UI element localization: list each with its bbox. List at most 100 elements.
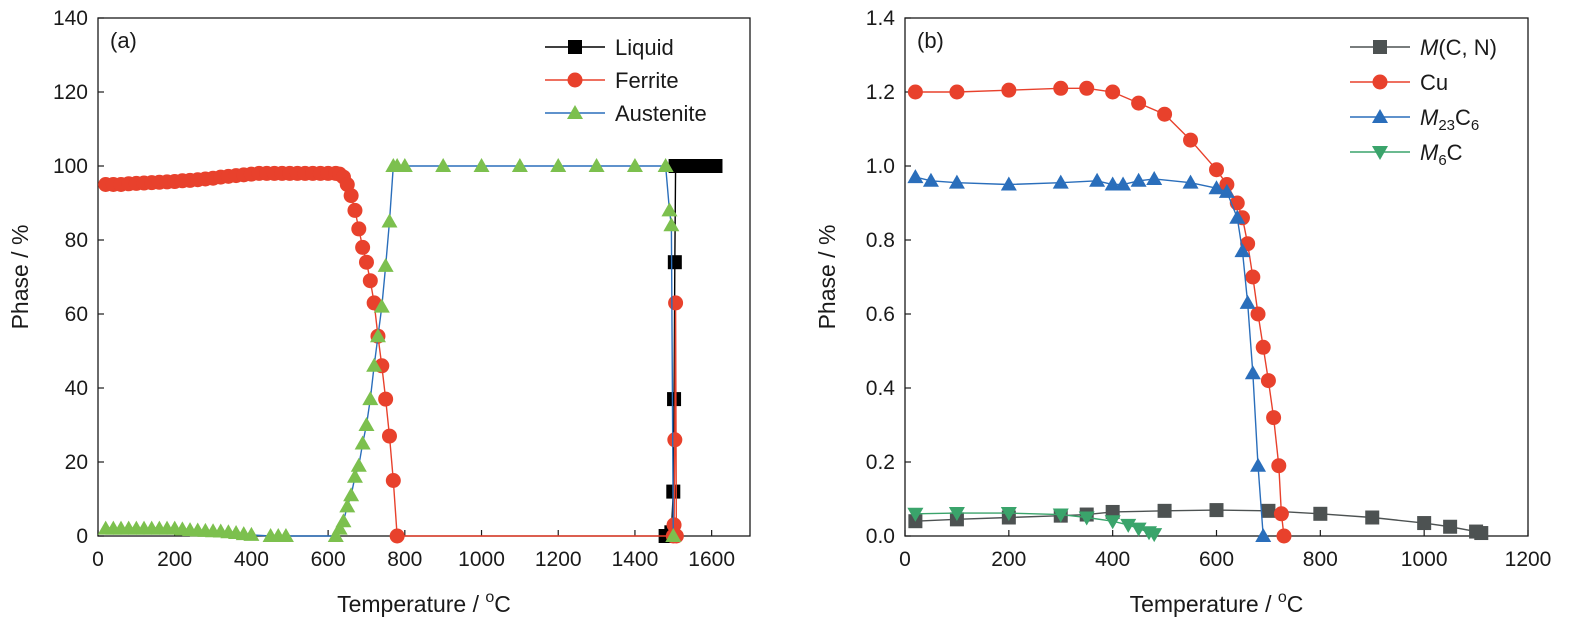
data-point — [1053, 80, 1069, 96]
data-point — [1052, 508, 1069, 523]
legend-label-part: M — [1420, 35, 1439, 60]
legend-marker — [567, 105, 583, 119]
legend-label: Ferrite — [615, 68, 679, 93]
data-point — [1157, 106, 1173, 122]
data-point — [1365, 510, 1380, 525]
legend-entry: Cu — [1350, 70, 1448, 95]
x-tick-label: 200 — [991, 548, 1026, 571]
series-m23c6 — [907, 169, 1272, 542]
legend-label-part: Liquid — [615, 35, 674, 60]
x-tick-label: 0 — [899, 548, 911, 571]
data-point — [668, 295, 684, 311]
legend-label-part: 6 — [1438, 152, 1446, 169]
data-point — [381, 428, 397, 444]
x-tick-label: 800 — [387, 548, 422, 571]
legend-marker — [567, 72, 583, 88]
data-point — [339, 498, 356, 513]
legend-label-part: M — [1420, 105, 1439, 130]
chart-panel-b: 0 200 400 600 800 1000 1200 0.0 0.2 0.4 0.6 0.8 1.0 1… — [814, 7, 1551, 617]
data-point — [1157, 503, 1172, 518]
chart-panel-a: 0 200 400 600 800 1000 1200 1400 1600 0 20 40 60 80 10… — [7, 7, 751, 617]
x-tick-label: 1600 — [688, 548, 735, 571]
legend-label-part: C — [1455, 105, 1471, 130]
series-m-c-n- — [908, 503, 1489, 541]
data-point — [1209, 162, 1224, 178]
legend-marker — [1372, 146, 1388, 160]
y-tick-label: 1.0 — [866, 155, 895, 178]
panel-label: (a) — [110, 28, 137, 53]
data-point — [1218, 183, 1235, 198]
data-point — [1261, 503, 1276, 518]
data-point — [1052, 174, 1069, 189]
legend-label-part: Austenite — [615, 101, 707, 126]
data-point — [1250, 306, 1266, 322]
y-tick-label: 1.2 — [866, 81, 895, 104]
data-point — [907, 507, 924, 522]
legend-label-part: C — [1447, 140, 1463, 165]
data-point — [1273, 506, 1289, 522]
data-point — [1079, 80, 1095, 96]
data-point — [1417, 516, 1432, 531]
legend-marker — [1372, 74, 1388, 90]
data-point — [663, 217, 680, 232]
data-point — [1244, 365, 1261, 380]
y-axis-label: Phase / % — [814, 225, 840, 330]
data-point — [1089, 172, 1106, 187]
x-axis-label-unit: C — [494, 591, 511, 617]
series-line — [915, 87, 1285, 537]
data-point — [1250, 457, 1267, 472]
x-tick-label: 0 — [92, 548, 104, 571]
x-tick-label: 600 — [1199, 548, 1234, 571]
x-tick-label: 1000 — [1401, 548, 1448, 571]
data-point — [362, 391, 379, 406]
data-point — [381, 213, 398, 228]
x-axis-label-unit: C — [1287, 591, 1304, 617]
legend-entry: M23C6 — [1350, 105, 1479, 134]
series-austenite — [97, 158, 682, 542]
data-point — [1474, 526, 1489, 541]
x-axis-label-unit-sup: o — [485, 589, 494, 606]
data-point — [1209, 503, 1224, 518]
data-point — [327, 528, 344, 542]
data-point — [907, 169, 924, 184]
x-tick-label: 1000 — [458, 548, 505, 571]
y-tick-label: 40 — [65, 377, 88, 400]
data-point — [355, 239, 371, 255]
data-point — [667, 392, 682, 407]
data-point — [343, 487, 360, 502]
legend-entry: Liquid — [545, 35, 674, 60]
legend-label: Liquid — [615, 35, 674, 60]
x-tick-label: 400 — [234, 548, 269, 571]
x-tick-label: 800 — [1303, 548, 1338, 571]
data-point — [1104, 176, 1121, 191]
data-point — [358, 417, 375, 431]
data-point — [396, 158, 413, 172]
data-point — [331, 520, 348, 535]
data-point — [389, 528, 405, 544]
legend-entry: M(C, N) — [1350, 35, 1497, 60]
data-point — [369, 328, 386, 343]
data-point — [1001, 82, 1017, 98]
data-point — [657, 158, 674, 172]
legend-label-part: (C, N) — [1438, 35, 1497, 60]
data-point — [377, 257, 394, 272]
legend-label-part: M — [1420, 140, 1439, 165]
data-point — [511, 158, 528, 172]
data-point — [243, 526, 260, 541]
data-point — [1260, 373, 1276, 389]
data-point — [1115, 176, 1132, 191]
data-point — [347, 202, 363, 218]
y-tick-label: 140 — [53, 7, 88, 30]
data-point — [665, 528, 682, 542]
data-point — [1146, 528, 1163, 543]
data-point — [358, 254, 374, 270]
data-point — [708, 159, 723, 173]
data-point — [354, 435, 371, 450]
y-tick-label: 60 — [65, 303, 88, 326]
data-point — [1000, 176, 1017, 191]
data-point — [1234, 243, 1251, 258]
legend-label: M23C6 — [1420, 105, 1479, 134]
legend-entry: Ferrite — [545, 68, 679, 93]
x-tick-label: 200 — [157, 548, 192, 571]
